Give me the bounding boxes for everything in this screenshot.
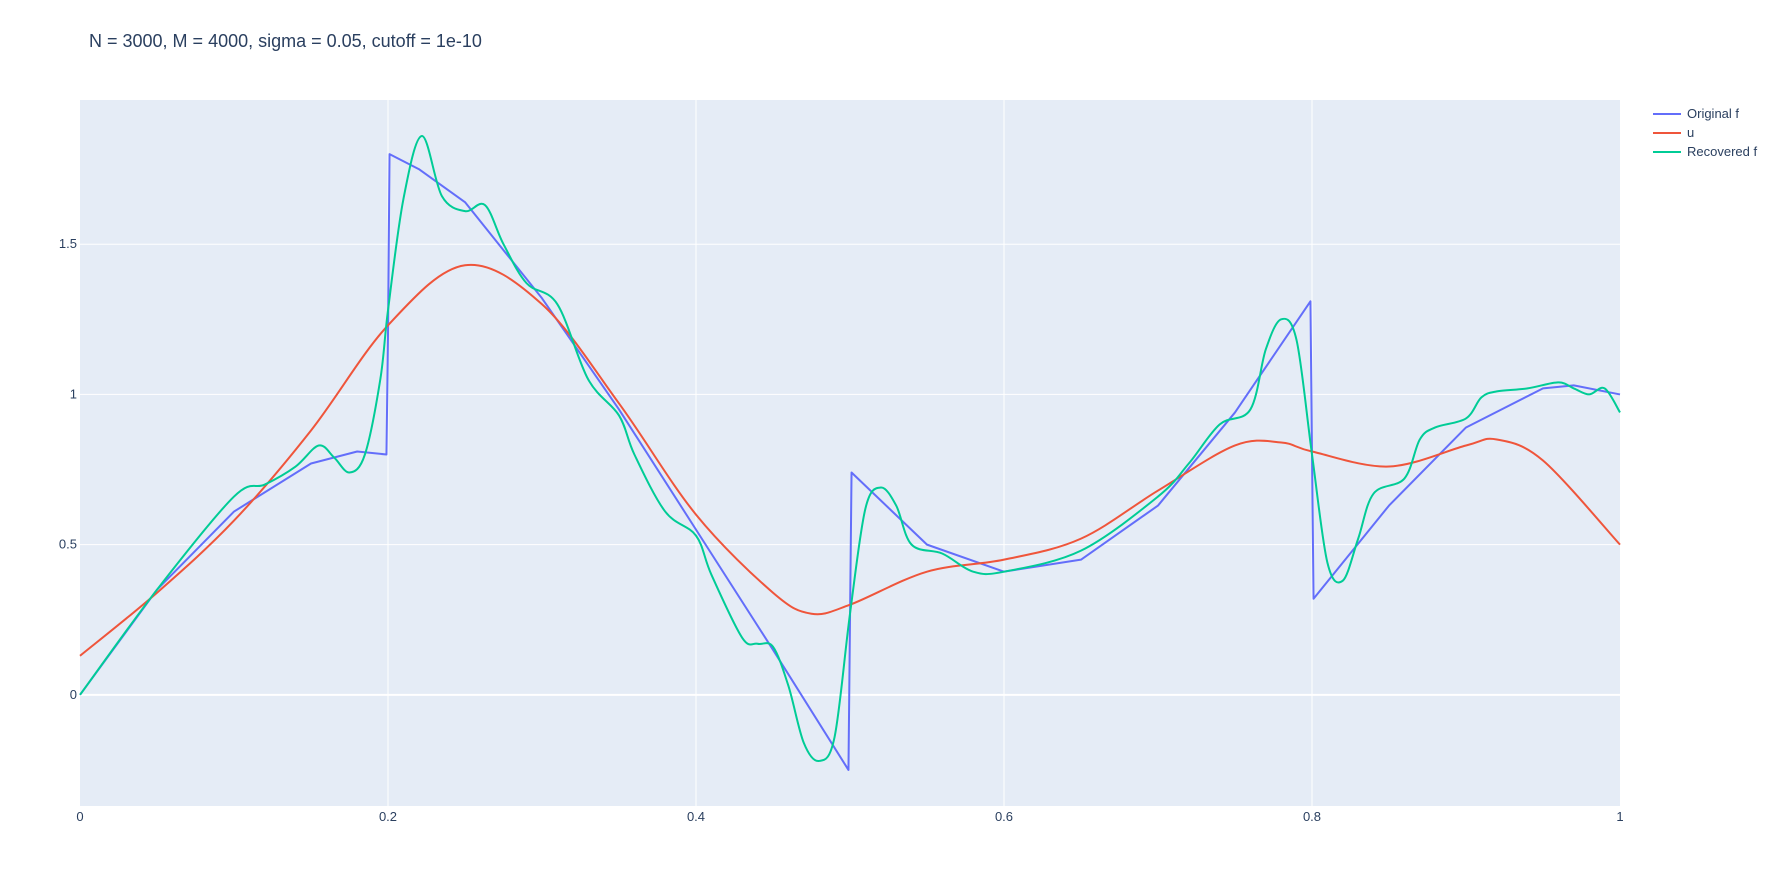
legend-swatch	[1653, 131, 1681, 134]
x-tick-label: 0	[76, 809, 83, 824]
legend-label: Original f	[1687, 106, 1740, 121]
y-tick-label: 0	[70, 687, 77, 702]
x-tick-label: 0.2	[379, 809, 397, 824]
x-tick-label: 1	[1616, 809, 1623, 824]
x-tick-label: 0.8	[1303, 809, 1321, 824]
legend-swatch	[1653, 150, 1681, 153]
series-line-u	[79, 263, 1621, 657]
y-tick-label: 1.5	[59, 236, 77, 251]
legend-label: u	[1687, 125, 1695, 140]
y-axis-ticks: 0 0.5 1 1.5	[59, 236, 77, 702]
legend: Original f u Recovered f	[1653, 104, 1757, 161]
x-tick-label: 0.6	[995, 809, 1013, 824]
series-line-original-f	[79, 153, 1621, 771]
legend-item-original-f[interactable]: Original f	[1653, 104, 1757, 123]
series-line-recovered-f	[79, 135, 1621, 762]
legend-item-u[interactable]: u	[1653, 123, 1757, 142]
x-axis-ticks: 0 0.2 0.4 0.6 0.8 1	[76, 809, 1623, 824]
series-layer	[79, 135, 1621, 771]
legend-item-recovered-f[interactable]: Recovered f	[1653, 142, 1757, 161]
x-tick-label: 0.4	[687, 809, 705, 824]
y-tick-label: 0.5	[59, 537, 77, 552]
chart-title: N = 3000, M = 4000, sigma = 0.05, cutoff…	[89, 31, 482, 51]
legend-label: Recovered f	[1687, 144, 1758, 159]
legend-swatch	[1653, 112, 1681, 115]
y-tick-label: 1	[70, 386, 77, 401]
